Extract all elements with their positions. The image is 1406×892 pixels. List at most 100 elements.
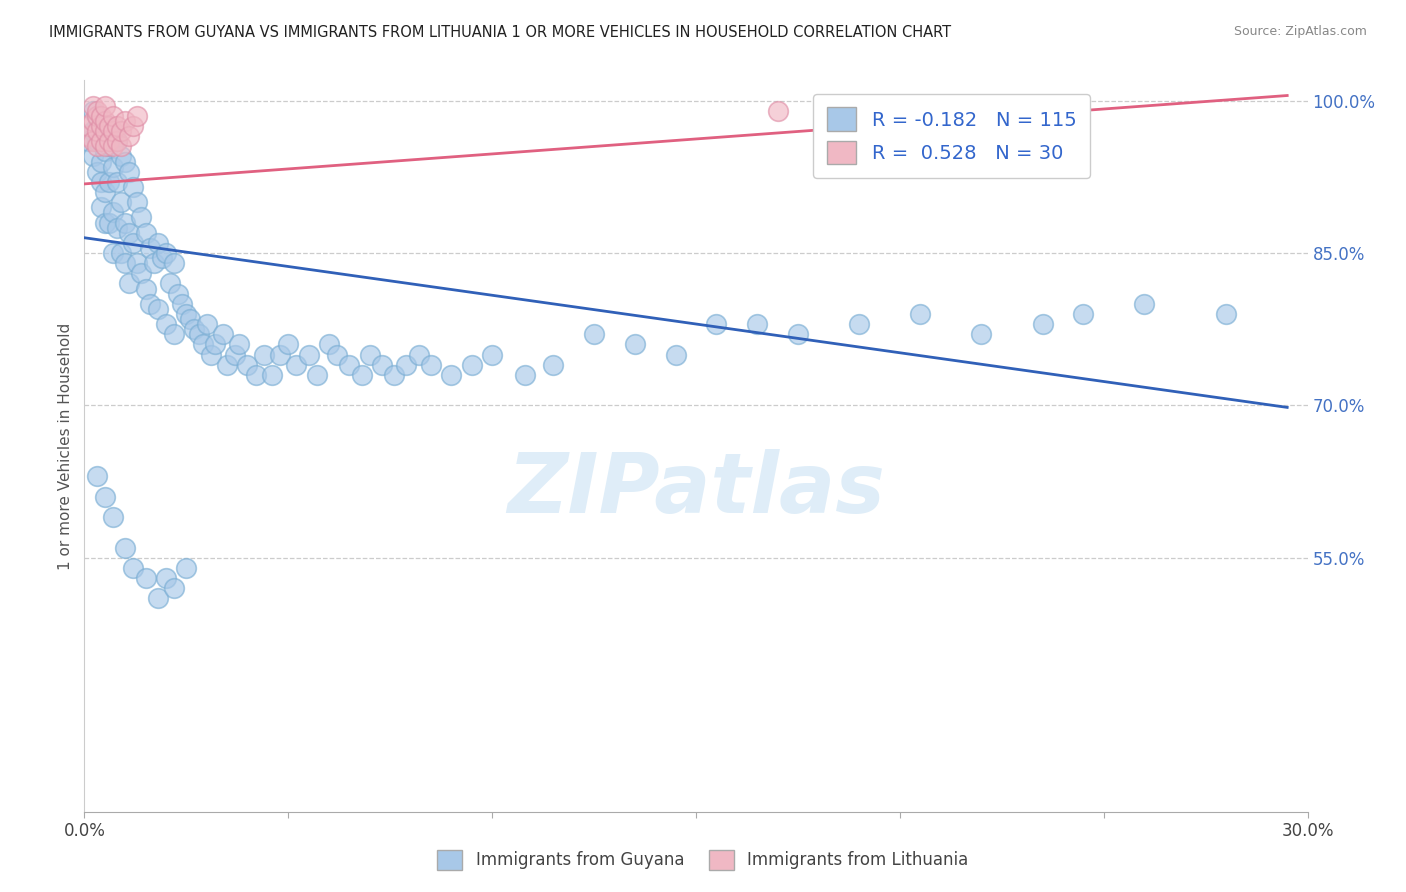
Point [97, 215, 120, 229]
Point [82, 124, 104, 138]
Point [90, 129, 112, 144]
Point [138, 297, 160, 311]
Point [706, 317, 728, 331]
Point [93, 185, 115, 199]
Point [105, 134, 128, 148]
Point [163, 327, 186, 342]
Point [131, 211, 153, 225]
Point [155, 571, 177, 585]
Point [77, 119, 100, 133]
Point [1073, 307, 1095, 321]
Point [93, 124, 115, 138]
Point [101, 510, 124, 524]
Point [86, 109, 108, 123]
Point [155, 246, 177, 260]
Point [187, 327, 209, 342]
Point [395, 358, 418, 372]
Point [183, 322, 205, 336]
Point [90, 109, 112, 123]
Text: ZIPatlas: ZIPatlas [508, 450, 884, 531]
Point [93, 139, 115, 153]
Point [105, 119, 128, 133]
Point [77, 134, 100, 148]
Point [110, 195, 132, 210]
Point [118, 164, 141, 178]
Point [174, 561, 197, 575]
Point [420, 358, 443, 372]
Point [101, 205, 124, 219]
Point [204, 337, 226, 351]
Point [1215, 307, 1237, 321]
Point [122, 180, 145, 194]
Point [77, 129, 100, 144]
Point [142, 256, 165, 270]
Point [179, 312, 201, 326]
Point [122, 235, 145, 250]
Point [146, 301, 169, 316]
Point [90, 134, 112, 148]
Point [118, 277, 141, 291]
Point [461, 358, 484, 372]
Point [118, 226, 141, 240]
Point [513, 368, 536, 382]
Point [110, 149, 132, 163]
Point [114, 154, 136, 169]
Point [298, 347, 321, 362]
Point [97, 119, 120, 133]
Point [127, 109, 149, 123]
Point [217, 358, 239, 372]
Point [86, 124, 108, 138]
Point [787, 327, 810, 342]
Point [253, 347, 276, 362]
Point [285, 358, 308, 372]
Point [747, 317, 769, 331]
Point [970, 327, 993, 342]
Point [90, 154, 112, 169]
Point [110, 124, 132, 138]
Point [97, 134, 120, 148]
Point [224, 347, 246, 362]
Point [122, 561, 145, 575]
Point [131, 266, 153, 280]
Point [90, 175, 112, 189]
Point [228, 337, 250, 351]
Point [86, 103, 108, 118]
Point [350, 368, 373, 382]
Point [93, 119, 115, 133]
Point [167, 286, 190, 301]
Point [135, 571, 157, 585]
Point [260, 368, 283, 382]
Point [82, 114, 104, 128]
Point [86, 109, 108, 123]
Point [318, 337, 340, 351]
Point [481, 347, 503, 362]
Point [665, 347, 688, 362]
Point [86, 469, 108, 483]
Point [163, 581, 186, 595]
Point [114, 215, 136, 229]
Point [371, 358, 394, 372]
Point [127, 256, 149, 270]
Point [150, 251, 173, 265]
Point [86, 139, 108, 153]
Point [127, 195, 149, 210]
Text: IMMIGRANTS FROM GUYANA VS IMMIGRANTS FROM LITHUANIA 1 OR MORE VEHICLES IN HOUSEH: IMMIGRANTS FROM GUYANA VS IMMIGRANTS FRO… [49, 25, 952, 40]
Point [86, 134, 108, 148]
Point [114, 114, 136, 128]
Point [101, 246, 124, 260]
Point [440, 368, 463, 382]
Point [105, 175, 128, 189]
Point [93, 490, 115, 504]
Point [86, 119, 108, 133]
Text: Source: ZipAtlas.com: Source: ZipAtlas.com [1233, 25, 1367, 38]
Point [101, 129, 124, 144]
Point [105, 220, 128, 235]
Point [101, 139, 124, 153]
Point [82, 103, 104, 118]
Point [146, 235, 169, 250]
Point [583, 327, 606, 342]
Point [82, 98, 104, 112]
Point [101, 124, 124, 138]
Point [195, 317, 218, 331]
Point [766, 103, 789, 118]
